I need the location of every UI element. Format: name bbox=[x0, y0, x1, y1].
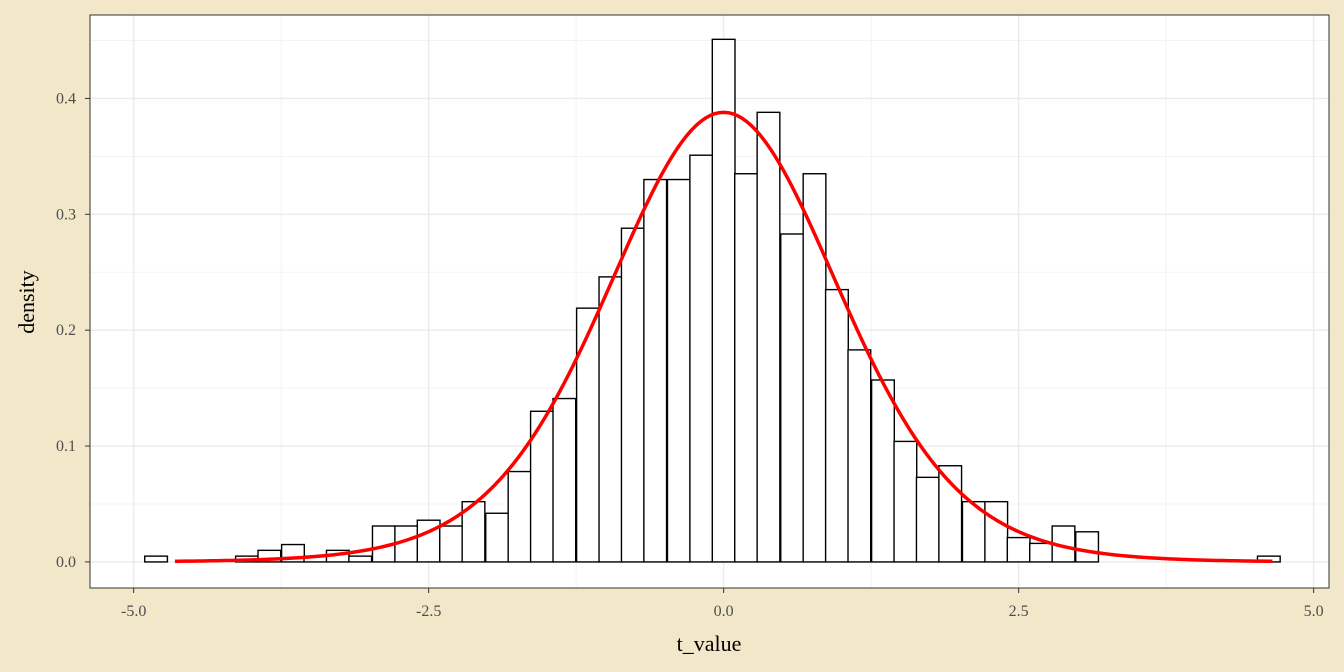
histogram-bar bbox=[575, 307, 600, 563]
histogram-bar bbox=[598, 276, 623, 563]
histogram-bar bbox=[870, 379, 895, 563]
histogram-bar bbox=[1006, 536, 1031, 563]
x-axis-title: t_value bbox=[677, 631, 742, 656]
y-axis: 0.0 0.1 0.2 0.3 0.4 bbox=[56, 90, 90, 571]
histogram-bar bbox=[643, 178, 668, 563]
x-tick-label: -2.5 bbox=[416, 603, 441, 620]
histogram-bar bbox=[439, 525, 464, 563]
histogram-bar bbox=[485, 512, 510, 563]
histogram-bar bbox=[734, 173, 759, 563]
x-tick-label: -5.0 bbox=[121, 603, 146, 620]
histogram-bar bbox=[756, 111, 781, 563]
histogram-bar bbox=[915, 476, 940, 563]
histogram-bar bbox=[348, 555, 373, 563]
panel-border bbox=[89, 14, 1330, 589]
y-tick-label: 0.4 bbox=[56, 90, 76, 107]
histogram-bar bbox=[824, 288, 849, 563]
y-axis-title: density bbox=[14, 270, 39, 334]
x-axis: -5.0 -2.5 0.0 2.5 5.0 bbox=[121, 588, 1324, 620]
histogram-bar bbox=[1075, 531, 1100, 563]
histogram-bar bbox=[144, 555, 169, 563]
x-tick-label: 5.0 bbox=[1304, 603, 1324, 620]
histogram-bar bbox=[711, 38, 736, 563]
histogram-bar bbox=[552, 397, 577, 563]
histogram-bar bbox=[689, 154, 714, 563]
x-tick-label: 2.5 bbox=[1009, 603, 1029, 620]
y-tick-label: 0.2 bbox=[56, 322, 76, 339]
histogram-bar bbox=[257, 549, 282, 563]
histogram-bar bbox=[984, 500, 1009, 563]
histogram-bar bbox=[893, 440, 918, 563]
y-tick-label: 0.0 bbox=[56, 554, 76, 571]
histogram-bar bbox=[507, 470, 532, 563]
y-tick-label: 0.1 bbox=[56, 438, 76, 455]
y-tick-label: 0.3 bbox=[56, 206, 76, 223]
density-curve bbox=[174, 110, 1273, 564]
histogram-bar bbox=[666, 178, 691, 563]
histogram-bar bbox=[620, 227, 645, 563]
histogram-bar bbox=[847, 349, 872, 563]
x-tick-label: 0.0 bbox=[714, 603, 734, 620]
histogram-bar bbox=[1029, 542, 1054, 563]
histogram-bar bbox=[461, 500, 486, 563]
histogram-bar bbox=[780, 233, 805, 563]
